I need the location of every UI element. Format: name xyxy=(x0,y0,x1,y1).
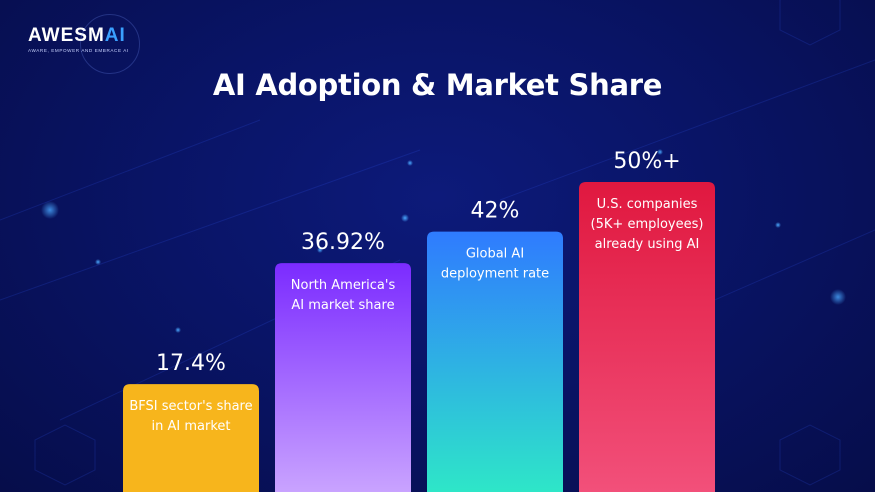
value-label-3: 42% xyxy=(471,199,520,224)
chart-title: AI Adoption & Market Share xyxy=(212,68,663,102)
category-label-line: U.S. companies xyxy=(597,197,698,212)
category-label-line: Global AI xyxy=(466,247,524,262)
bar-4 xyxy=(579,182,715,492)
category-label-line: AI market share xyxy=(291,298,394,313)
value-label-4: 50%+ xyxy=(613,149,680,174)
category-label-line: in AI market xyxy=(152,419,231,434)
bar-3 xyxy=(427,231,563,492)
category-label-line: BFSI sector's share xyxy=(129,399,252,414)
category-label-4: U.S. companies (5K+ employees) already usi… xyxy=(591,197,704,252)
bar-2 xyxy=(275,263,411,492)
bar-1 xyxy=(123,384,259,492)
value-label-2: 36.92% xyxy=(301,230,385,255)
category-label-3: Global AI deployment rate xyxy=(441,247,549,282)
logo-ring-decoration xyxy=(80,14,140,74)
logo-tagline: AWARE, EMPOWER AND EMBRACE AI xyxy=(28,48,129,53)
category-label-line: (5K+ employees) xyxy=(591,217,704,232)
brand-logo: AWESMAI AWARE, EMPOWER AND EMBRACE AI xyxy=(28,14,140,74)
value-label-1: 17.4% xyxy=(156,351,226,376)
category-label-line: North America's xyxy=(291,278,396,293)
category-label-line: deployment rate xyxy=(441,267,549,282)
bars-layer: 17.4% BFSI sector's share in AI market 36.9… xyxy=(123,149,715,492)
category-label-line: already using AI xyxy=(595,237,700,252)
category-label-1: BFSI sector's share in AI market xyxy=(129,399,252,434)
category-label-2: North America's AI market share xyxy=(291,278,396,313)
